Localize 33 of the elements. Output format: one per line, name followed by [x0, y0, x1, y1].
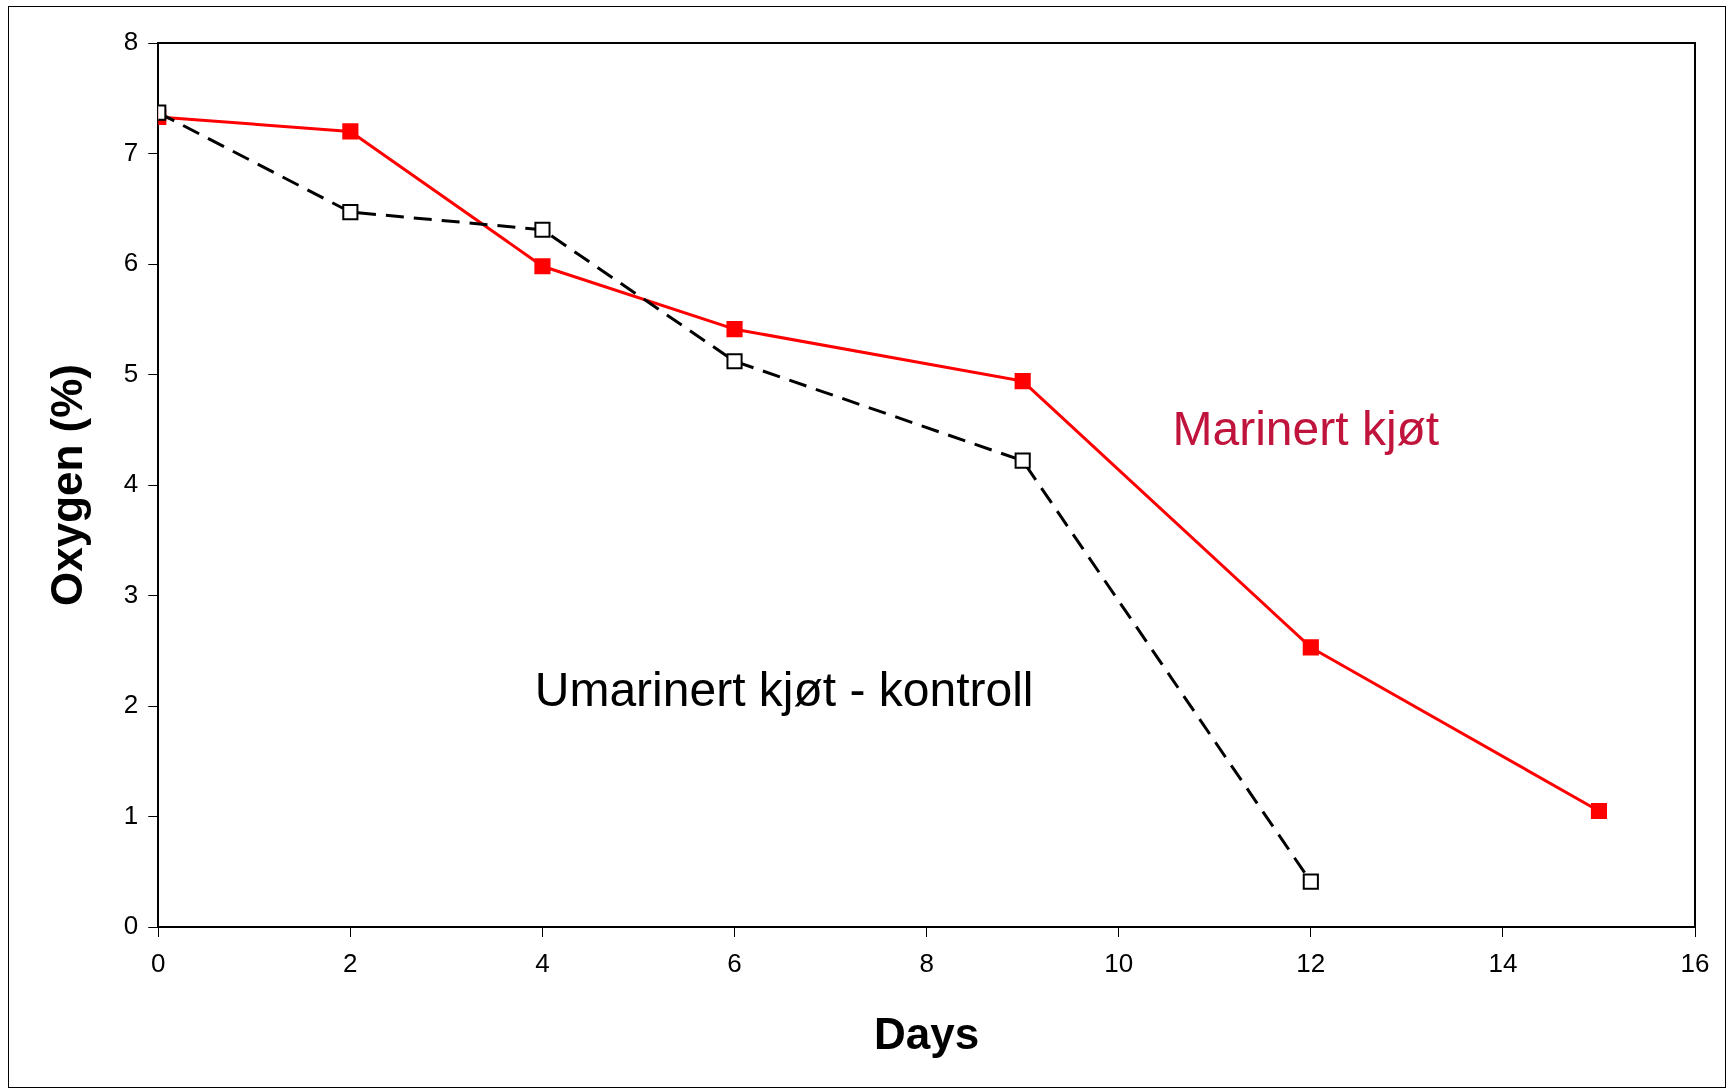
y-tick-label: 6: [123, 247, 139, 278]
y-tick-label: 0: [123, 910, 139, 941]
x-tick-label: 0: [151, 947, 166, 978]
point: [534, 258, 551, 275]
point: [342, 203, 359, 221]
point: [1302, 873, 1319, 890]
y-tick-label: 3: [123, 578, 139, 609]
x-tick-label: 8: [919, 947, 934, 978]
series-label: Marinert kjøt: [1172, 402, 1440, 456]
point: [1014, 373, 1031, 390]
y-tick-label: 4: [123, 468, 139, 499]
x-axis-title: Days: [874, 1008, 980, 1058]
y-tick-label: 2: [123, 689, 139, 720]
point: [534, 221, 551, 238]
x-tick-label: 16: [1680, 947, 1710, 978]
y-axis-title: Oxygen (%): [41, 363, 91, 607]
point: [342, 123, 359, 140]
point: [1590, 802, 1608, 820]
y-tick-label: 1: [123, 799, 139, 830]
x-tick-label: 14: [1488, 947, 1518, 978]
text: Umarinert kjøt - kontroll: [534, 662, 1034, 716]
x-tick-label: 4: [535, 947, 550, 978]
x-tick-label: 10: [1104, 947, 1134, 978]
point: [726, 321, 743, 338]
point: [1014, 452, 1031, 469]
y-tick-label: 5: [123, 357, 139, 388]
x-tick-label: 12: [1296, 947, 1326, 978]
point: [726, 353, 743, 370]
x-tick-label: 2: [343, 947, 358, 978]
y-tick-label: 8: [123, 26, 139, 57]
y-tick-label: 7: [123, 136, 139, 167]
point: [1302, 639, 1319, 656]
x-tick-label: 6: [727, 947, 742, 978]
